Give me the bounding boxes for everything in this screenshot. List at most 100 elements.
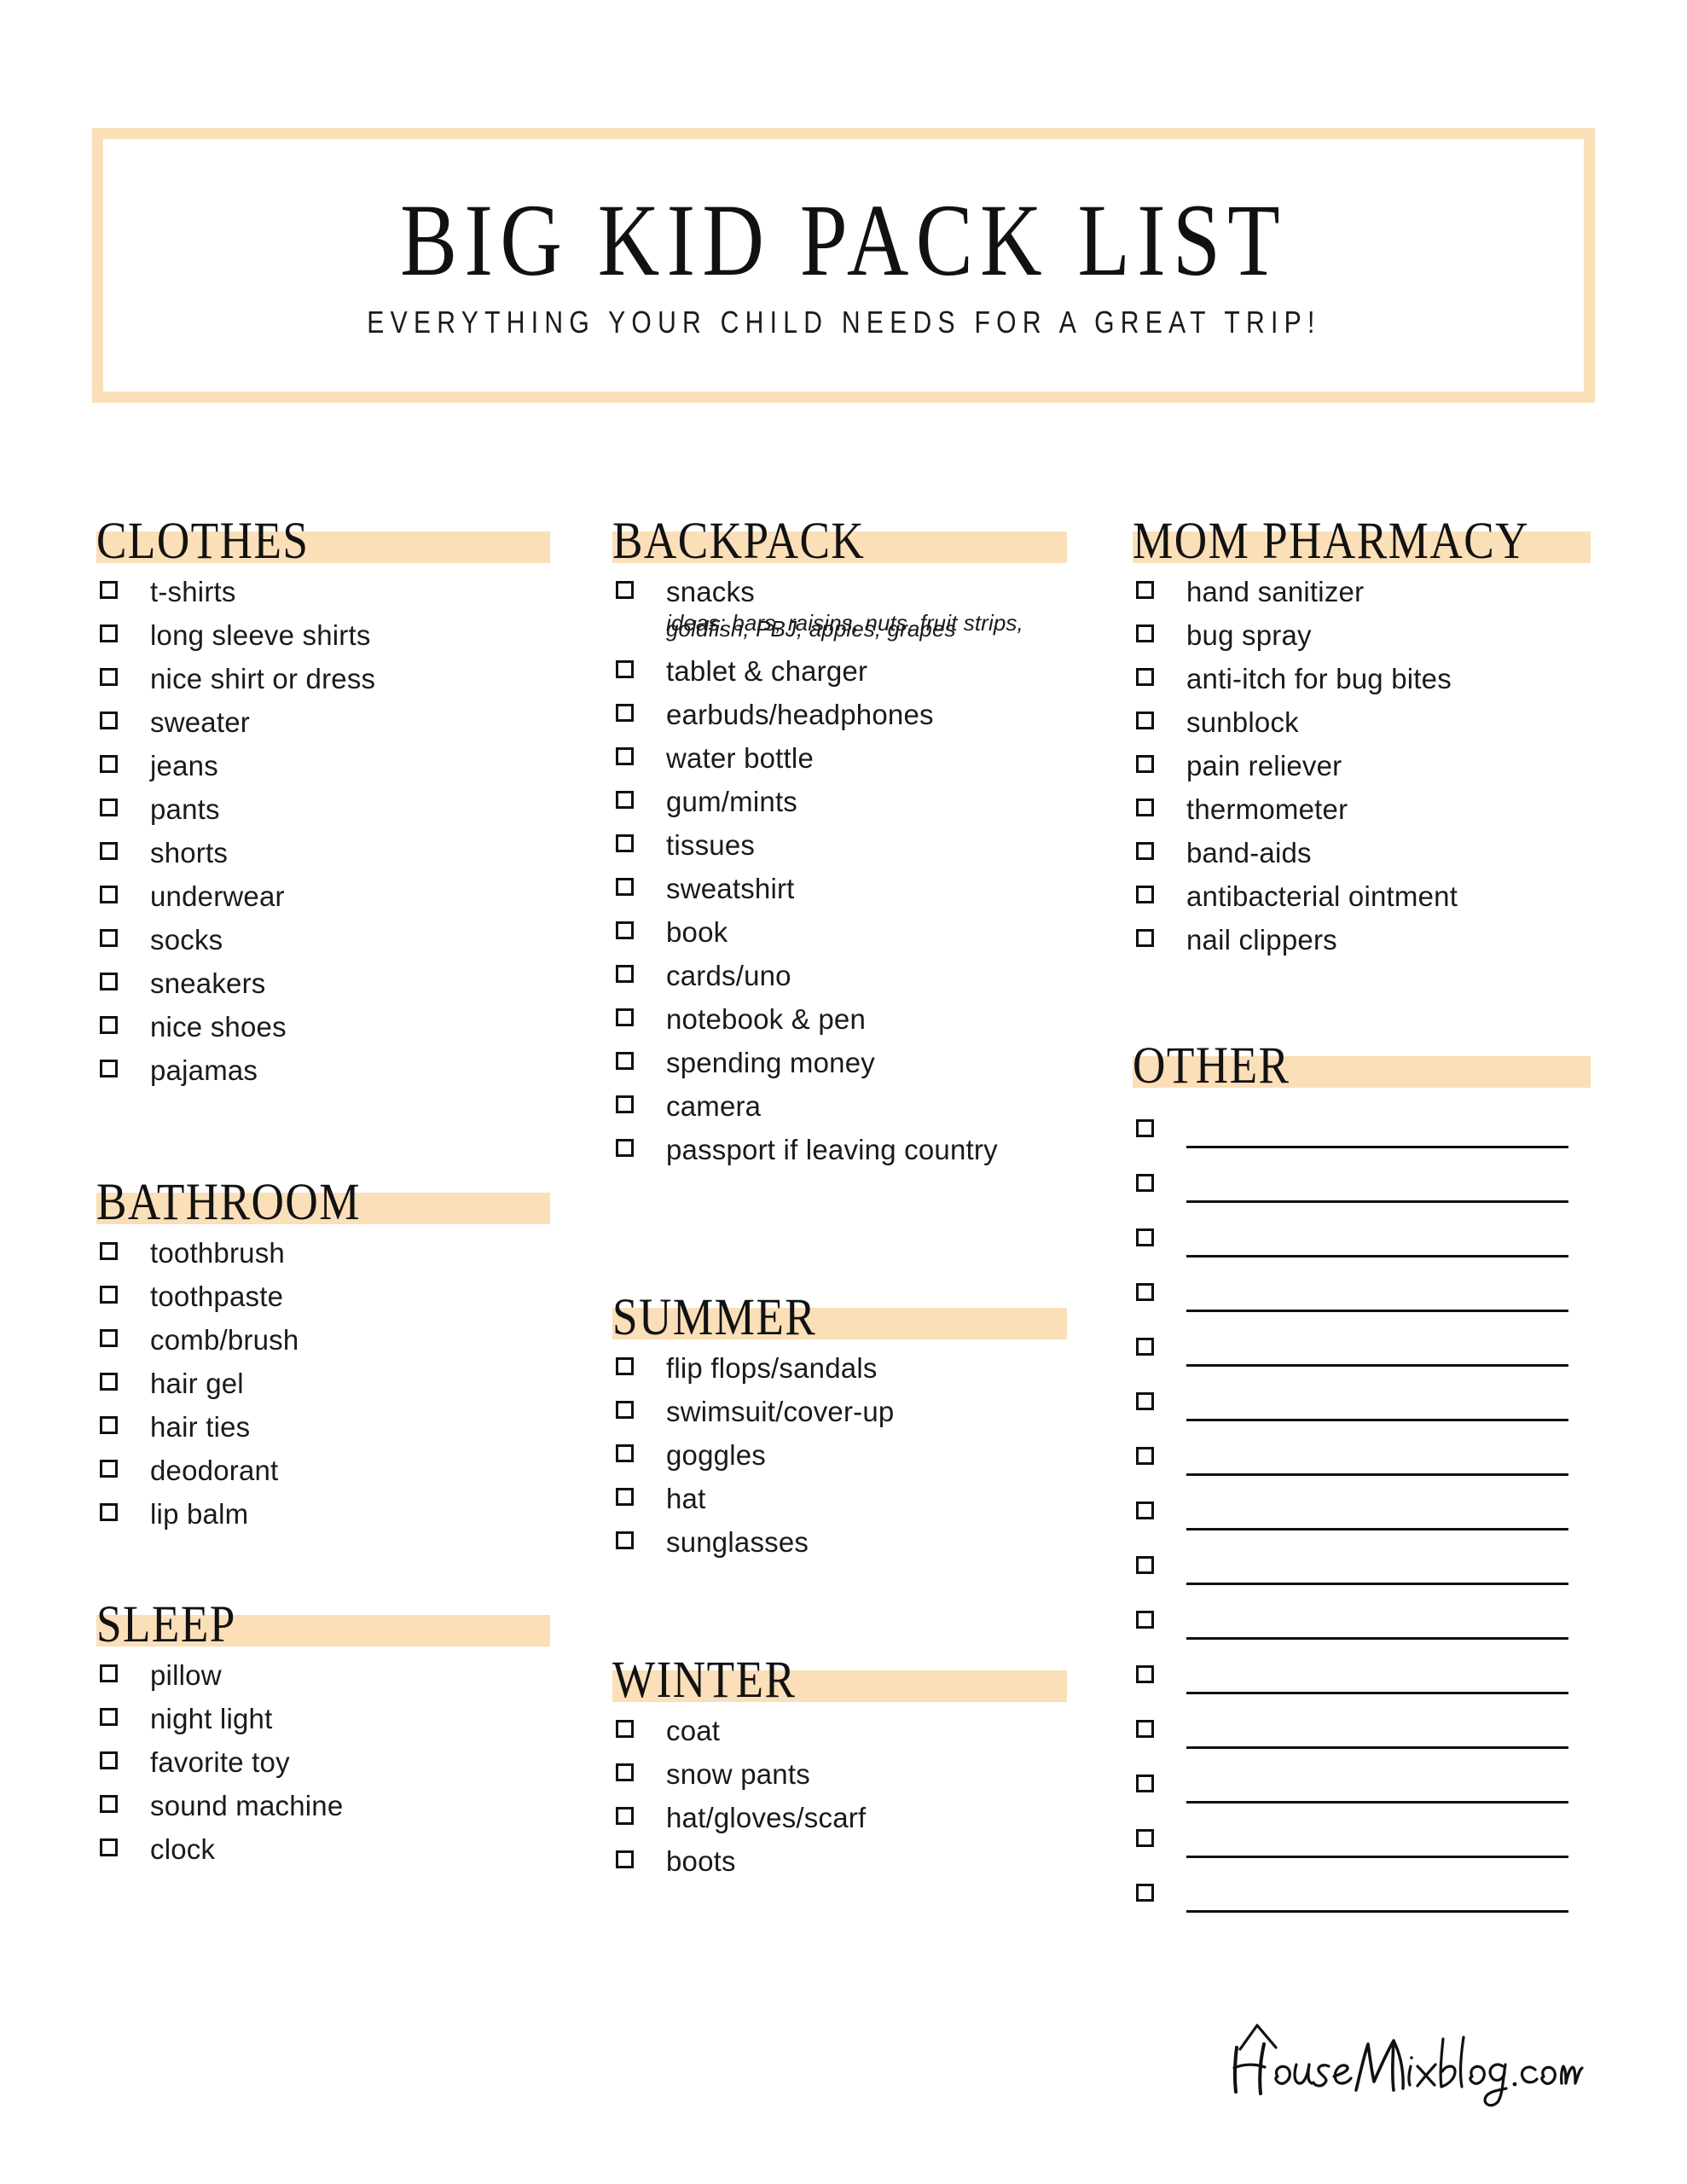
checkbox[interactable] [616, 704, 634, 722]
checkbox[interactable] [100, 712, 118, 729]
write-in-row[interactable] [1133, 1224, 1597, 1279]
list-item[interactable]: band-aids [1133, 831, 1597, 874]
checkbox[interactable] [616, 1850, 634, 1868]
list-item[interactable]: lip balm [96, 1492, 557, 1536]
checkbox[interactable] [100, 1795, 118, 1813]
list-item[interactable]: book [612, 910, 1077, 954]
checkbox[interactable] [1136, 1774, 1154, 1792]
checkbox[interactable] [100, 1751, 118, 1769]
list-item[interactable]: toothbrush [96, 1231, 557, 1275]
checkbox[interactable] [616, 1139, 634, 1157]
list-item[interactable]: water bottle [612, 736, 1077, 780]
checkbox[interactable] [100, 1016, 118, 1034]
checkbox[interactable] [1136, 1119, 1154, 1137]
list-item[interactable]: nice shoes [96, 1005, 557, 1048]
checkbox[interactable] [1136, 1174, 1154, 1192]
write-in-row[interactable] [1133, 1333, 1597, 1388]
list-item[interactable]: snacks [612, 570, 1077, 613]
write-in-line[interactable] [1186, 1200, 1568, 1203]
write-in-row[interactable] [1133, 1825, 1597, 1879]
checkbox[interactable] [616, 1401, 634, 1419]
checkbox[interactable] [1136, 1884, 1154, 1902]
list-item[interactable]: hair gel [96, 1362, 557, 1405]
list-item[interactable]: goggles [612, 1433, 1077, 1477]
list-item[interactable]: passport if leaving country [612, 1128, 1077, 1171]
list-item[interactable]: cards/uno [612, 954, 1077, 997]
list-item[interactable]: hat [612, 1477, 1077, 1520]
checkbox[interactable] [616, 581, 634, 599]
checkbox[interactable] [100, 1060, 118, 1077]
list-item[interactable]: anti-itch for bug bites [1133, 657, 1597, 700]
checkbox[interactable] [100, 624, 118, 642]
checkbox[interactable] [616, 747, 634, 765]
list-item[interactable]: favorite toy [96, 1740, 557, 1784]
write-in-row[interactable] [1133, 1770, 1597, 1825]
write-in-row[interactable] [1133, 1552, 1597, 1606]
checkbox[interactable] [100, 1708, 118, 1726]
checkbox[interactable] [616, 660, 634, 678]
list-item[interactable]: underwear [96, 874, 557, 918]
list-item[interactable]: shorts [96, 831, 557, 874]
write-in-row[interactable] [1133, 1497, 1597, 1552]
checkbox[interactable] [100, 1838, 118, 1856]
checkbox[interactable] [616, 1008, 634, 1026]
list-item[interactable]: swimsuit/cover-up [612, 1390, 1077, 1433]
checkbox[interactable] [616, 1052, 634, 1070]
write-in-line[interactable] [1186, 1801, 1568, 1804]
checkbox[interactable] [1136, 1338, 1154, 1356]
write-in-line[interactable] [1186, 1583, 1568, 1585]
write-in-line[interactable] [1186, 1692, 1568, 1694]
list-item[interactable]: jeans [96, 744, 557, 787]
checkbox[interactable] [616, 921, 634, 939]
list-item[interactable]: hand sanitizer [1133, 570, 1597, 613]
write-in-line[interactable] [1186, 1910, 1568, 1913]
checkbox[interactable] [1136, 1228, 1154, 1246]
write-in-row[interactable] [1133, 1443, 1597, 1497]
checkbox[interactable] [1136, 581, 1154, 599]
checkbox[interactable] [616, 1720, 634, 1738]
list-item[interactable]: comb/brush [96, 1318, 557, 1362]
write-in-row[interactable] [1133, 1388, 1597, 1443]
list-item[interactable]: sound machine [96, 1784, 557, 1827]
checkbox[interactable] [616, 791, 634, 809]
list-item[interactable]: earbuds/headphones [612, 693, 1077, 736]
list-item[interactable]: deodorant [96, 1449, 557, 1492]
list-item[interactable]: long sleeve shirts [96, 613, 557, 657]
list-item[interactable]: coat [612, 1709, 1077, 1752]
checkbox[interactable] [1136, 1611, 1154, 1629]
list-item[interactable]: night light [96, 1697, 557, 1740]
write-in-line[interactable] [1186, 1528, 1568, 1531]
list-item[interactable]: bug spray [1133, 613, 1597, 657]
checkbox[interactable] [100, 1329, 118, 1347]
write-in-row[interactable] [1133, 1661, 1597, 1716]
checkbox[interactable] [1136, 1283, 1154, 1301]
checkbox[interactable] [1136, 1502, 1154, 1519]
write-in-row[interactable] [1133, 1606, 1597, 1661]
write-in-row[interactable] [1133, 1879, 1597, 1934]
list-item[interactable]: tissues [612, 823, 1077, 867]
checkbox[interactable] [100, 581, 118, 599]
write-in-line[interactable] [1186, 1419, 1568, 1421]
checkbox[interactable] [100, 842, 118, 860]
list-item[interactable]: camera [612, 1084, 1077, 1128]
list-item[interactable]: nail clippers [1133, 918, 1597, 961]
list-item[interactable]: pillow [96, 1653, 557, 1697]
list-item[interactable]: sunglasses [612, 1520, 1077, 1564]
list-item[interactable]: spending money [612, 1041, 1077, 1084]
write-in-line[interactable] [1186, 1146, 1568, 1148]
checkbox[interactable] [616, 1531, 634, 1549]
write-in-line[interactable] [1186, 1255, 1568, 1258]
list-item[interactable]: clock [96, 1827, 557, 1871]
checkbox[interactable] [100, 799, 118, 816]
checkbox[interactable] [100, 755, 118, 773]
checkbox[interactable] [1136, 624, 1154, 642]
checkbox[interactable] [616, 1357, 634, 1375]
checkbox[interactable] [616, 1763, 634, 1781]
checkbox[interactable] [616, 1807, 634, 1825]
checkbox[interactable] [1136, 1829, 1154, 1847]
checkbox[interactable] [616, 1095, 634, 1113]
checkbox[interactable] [1136, 799, 1154, 816]
checkbox[interactable] [616, 965, 634, 983]
list-item[interactable]: gum/mints [612, 780, 1077, 823]
checkbox[interactable] [1136, 842, 1154, 860]
